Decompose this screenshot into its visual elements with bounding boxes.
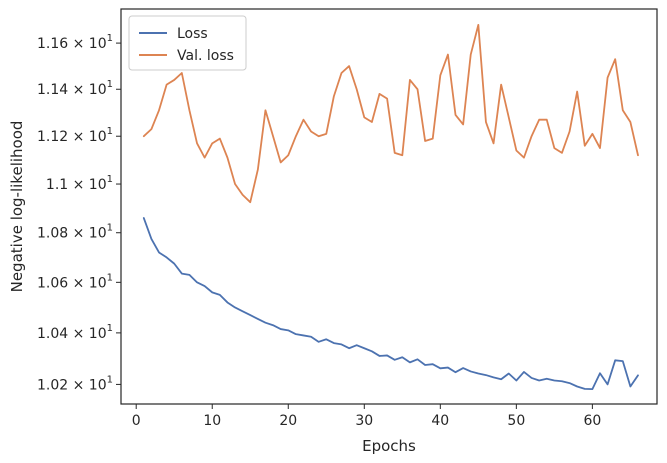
legend-box — [128, 15, 247, 71]
x-tick-label: 0 — [132, 413, 141, 429]
y-tick-label: 1.02 × 101 — [37, 374, 113, 393]
series-line-loss — [142, 217, 639, 391]
y-tick-label: 1.14 × 101 — [37, 79, 113, 98]
x-tick-label: 50 — [507, 413, 525, 429]
legend-label: Val. loss — [177, 48, 234, 64]
x-tick-label: 10 — [203, 413, 221, 429]
x-axis-ticks: 0 10 20 30 40 50 60 — [132, 404, 601, 429]
series-lines — [142, 23, 639, 391]
y-tick-label: 1.12 × 101 — [37, 126, 113, 145]
y-tick-label: 1.04 × 101 — [37, 323, 113, 342]
y-axis-ticks: 1.02 × 101 1.04 × 101 1.06 × 101 1.08 × 101… — [37, 33, 121, 393]
y-tick-label: 1.06 × 101 — [37, 272, 113, 291]
x-tick-label: 60 — [583, 413, 601, 429]
legend-label: Loss — [177, 26, 208, 42]
x-tick-label: 30 — [355, 413, 373, 429]
plot-frame — [120, 8, 658, 405]
x-axis-label: Epochs — [362, 437, 416, 455]
x-tick-label: 20 — [279, 413, 297, 429]
legend: Loss Val. loss — [128, 15, 247, 71]
series-line-val-loss — [142, 23, 639, 204]
y-axis-label: Negative log-likelihood — [8, 121, 26, 293]
y-tick-label: 1.16 × 101 — [37, 33, 113, 52]
x-tick-label: 40 — [431, 413, 449, 429]
y-tick-label: 1.1 × 101 — [46, 174, 113, 193]
y-tick-label: 1.08 × 101 — [37, 223, 113, 242]
